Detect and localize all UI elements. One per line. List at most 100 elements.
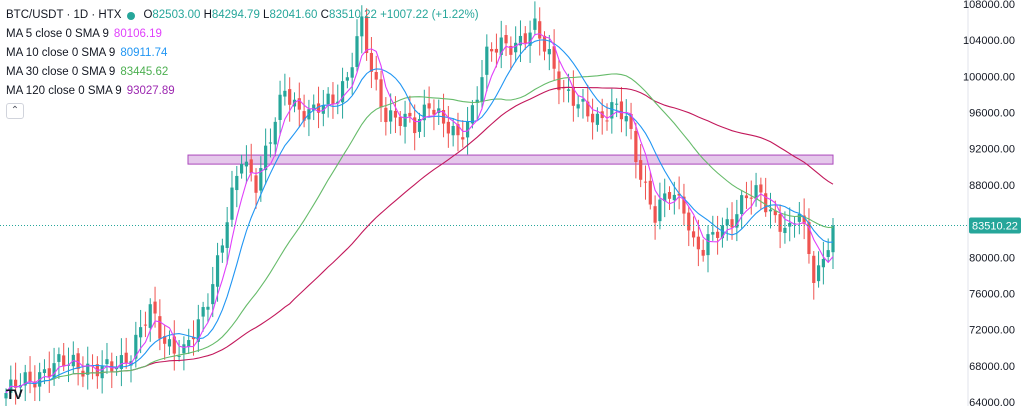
ma120-line xyxy=(73,86,834,375)
candle-body xyxy=(211,284,215,305)
price-axis[interactable]: 64000.00 68000.00 72000.00 76000.00 80000.00… xyxy=(963,0,1015,406)
candle-body xyxy=(201,307,205,317)
candle-body xyxy=(797,213,801,222)
candle-body xyxy=(340,81,345,103)
candle-body xyxy=(153,301,157,314)
candle-body xyxy=(273,121,277,145)
candle-body xyxy=(571,86,575,106)
price-tag-label: 83510.22 xyxy=(972,221,1018,233)
indicator-value: 83445.62 xyxy=(120,66,169,78)
high-key: H xyxy=(203,9,212,21)
resistance-zone xyxy=(187,154,834,165)
candle-body xyxy=(725,219,729,226)
candle-body xyxy=(360,16,364,37)
candle-body xyxy=(735,214,739,228)
candle-body xyxy=(749,197,753,199)
candle-body xyxy=(268,142,273,144)
candle-body xyxy=(42,369,47,374)
candle-body xyxy=(768,209,773,212)
candle-body xyxy=(610,102,614,119)
candle-body xyxy=(696,236,700,250)
indicator-label: MA 120 close 0 SMA 9 xyxy=(6,85,122,97)
candle-body xyxy=(182,344,186,354)
indicator-value: 80911.74 xyxy=(120,47,168,59)
candle-body xyxy=(134,334,138,359)
candle-body xyxy=(566,89,571,91)
candle-body xyxy=(14,379,18,388)
candle-body xyxy=(302,111,306,121)
low-key: L xyxy=(263,9,270,21)
candle-body xyxy=(413,117,417,134)
indicator-ma30[interactable]: MA 30 close 0 SMA 9 83445.62 xyxy=(6,63,479,82)
candle-body xyxy=(634,130,638,163)
candle-body xyxy=(172,336,176,354)
candle-body xyxy=(244,161,249,167)
candle-body xyxy=(321,105,325,114)
candle-body xyxy=(331,94,335,105)
change-value: +1007.22 (+1.22%) xyxy=(380,9,479,21)
indicator-label: MA 10 close 0 SMA 9 xyxy=(6,47,116,59)
candle-body xyxy=(802,215,806,224)
candle-body xyxy=(365,16,369,54)
candle-body xyxy=(374,71,378,80)
candle-body xyxy=(139,327,143,338)
candle-body xyxy=(355,36,359,67)
candle-body xyxy=(187,340,191,347)
candle-body xyxy=(716,231,720,238)
y-tick-label: 68000.00 xyxy=(969,361,1015,373)
candle-body xyxy=(191,337,196,340)
candle-body xyxy=(773,210,777,216)
candle-body xyxy=(691,231,696,238)
candle-body xyxy=(826,250,830,257)
candle-body xyxy=(398,116,402,126)
candle-body xyxy=(312,104,316,111)
y-tick-label: 96000.00 xyxy=(969,108,1015,120)
candle-body xyxy=(403,113,407,127)
candle-body xyxy=(518,35,523,46)
y-tick-label: 108000.00 xyxy=(963,0,1015,11)
y-tick-label: 72000.00 xyxy=(969,325,1015,337)
candle-body xyxy=(605,120,609,122)
candle-body xyxy=(206,306,210,310)
ma10-line xyxy=(5,39,834,394)
candle-body xyxy=(167,339,172,347)
candle-body xyxy=(663,193,667,202)
indicator-ma10[interactable]: MA 10 close 0 SMA 9 80911.74 xyxy=(6,44,479,63)
candle-body xyxy=(740,195,744,214)
candle-body xyxy=(504,35,508,44)
candle-body xyxy=(538,21,542,39)
candle-body xyxy=(615,103,619,105)
candle-body xyxy=(528,32,532,46)
y-tick-label: 76000.00 xyxy=(969,288,1015,300)
candle-body xyxy=(595,113,600,125)
candle-body xyxy=(639,160,643,180)
candle-body xyxy=(465,121,470,138)
candle-body xyxy=(86,363,90,375)
candle-body xyxy=(196,319,200,342)
candle-body xyxy=(590,113,595,123)
candle-body xyxy=(379,79,383,108)
tradingview-logo[interactable]: TV xyxy=(6,386,23,402)
collapse-legend-button[interactable]: ⌃ xyxy=(6,103,24,119)
candle-body xyxy=(148,304,152,328)
symbol-title[interactable]: BTC/USDT · 1D · HTX xyxy=(6,9,122,21)
candle-body xyxy=(514,42,518,53)
indicator-value: 80106.19 xyxy=(113,28,162,40)
candle-body xyxy=(239,164,244,174)
candle-body xyxy=(105,359,109,365)
indicator-ma5[interactable]: MA 5 close 0 SMA 9 80106.19 xyxy=(6,25,479,44)
candle-body xyxy=(288,89,292,105)
indicator-label: MA 5 close 0 SMA 9 xyxy=(6,28,109,40)
candle-body xyxy=(759,184,763,193)
candle-body xyxy=(33,381,37,388)
candle-body xyxy=(225,222,229,248)
candle-body xyxy=(682,196,686,214)
indicator-ma120[interactable]: MA 120 close 0 SMA 9 93027.89 xyxy=(6,82,479,101)
candle-body xyxy=(764,193,768,213)
candle-body xyxy=(706,234,710,256)
candle-body xyxy=(711,232,715,235)
candle-body xyxy=(648,180,652,205)
candle-body xyxy=(345,77,349,81)
candle-body xyxy=(624,116,628,122)
